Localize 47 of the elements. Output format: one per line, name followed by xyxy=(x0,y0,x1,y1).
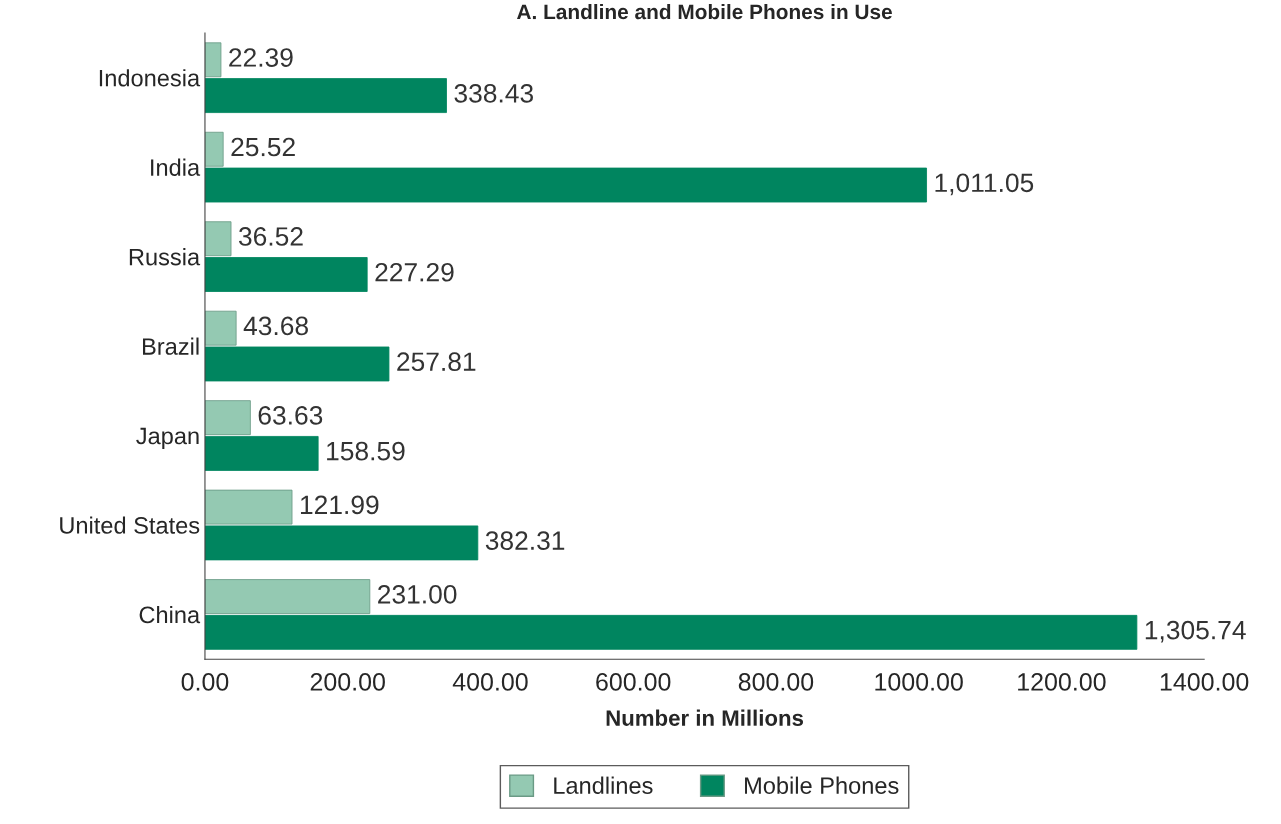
data-label: 231.00 xyxy=(378,584,457,604)
x-tick-label: 200.00 xyxy=(310,673,385,691)
bar xyxy=(204,525,479,561)
data-label: 227.29 xyxy=(375,262,454,282)
bar xyxy=(204,436,319,471)
y-tick-label: Japan xyxy=(136,427,199,449)
y-tick-label: United States xyxy=(60,516,200,534)
data-label: 338.43 xyxy=(454,83,533,103)
bar xyxy=(204,167,927,203)
data-label: 63.63 xyxy=(258,406,323,425)
data-label: 1,305.74 xyxy=(1145,620,1246,643)
bar xyxy=(204,579,371,614)
data-label: 121.99 xyxy=(300,495,379,515)
bar xyxy=(204,78,447,113)
bar xyxy=(204,42,222,78)
x-tick-label: 1400.00 xyxy=(1160,673,1249,691)
data-label: 22.39 xyxy=(229,48,293,67)
data-label: 43.68 xyxy=(243,316,308,336)
x-tick-label: 1000.00 xyxy=(875,673,963,691)
data-label: 158.59 xyxy=(327,441,405,461)
x-tick-label: 0.00 xyxy=(181,673,229,691)
bar xyxy=(204,614,1138,650)
bar xyxy=(204,346,390,382)
data-label: 257.81 xyxy=(397,352,476,372)
data-label: 382.31 xyxy=(485,531,565,550)
bar xyxy=(204,221,232,257)
x-tick-label: 1200.00 xyxy=(1018,673,1106,691)
bar xyxy=(204,310,237,346)
legend-label: Mobile Phones xyxy=(745,776,899,794)
chart-title: A. Landline and Mobile Phones in Use xyxy=(516,3,892,20)
bar xyxy=(204,131,224,167)
legend-label: Landlines xyxy=(554,776,653,794)
y-tick-label: Brazil xyxy=(143,337,199,355)
x-tick-label: 400.00 xyxy=(452,673,528,691)
y-tick-label: India xyxy=(151,158,201,176)
y-tick-label: Indonesia xyxy=(99,69,201,87)
data-label: 25.52 xyxy=(231,137,295,157)
x-tick-label: 600.00 xyxy=(596,673,671,691)
data-label: 1,011.05 xyxy=(935,173,1034,196)
y-tick-label: Russia xyxy=(129,248,201,266)
bar xyxy=(204,400,251,436)
bar xyxy=(204,489,293,525)
bar xyxy=(204,257,368,292)
x-tick-label: 800.00 xyxy=(738,673,814,691)
y-tick-label: China xyxy=(139,605,201,624)
data-label: 36.52 xyxy=(238,227,303,246)
x-axis-title: Number in Millions xyxy=(606,709,804,726)
